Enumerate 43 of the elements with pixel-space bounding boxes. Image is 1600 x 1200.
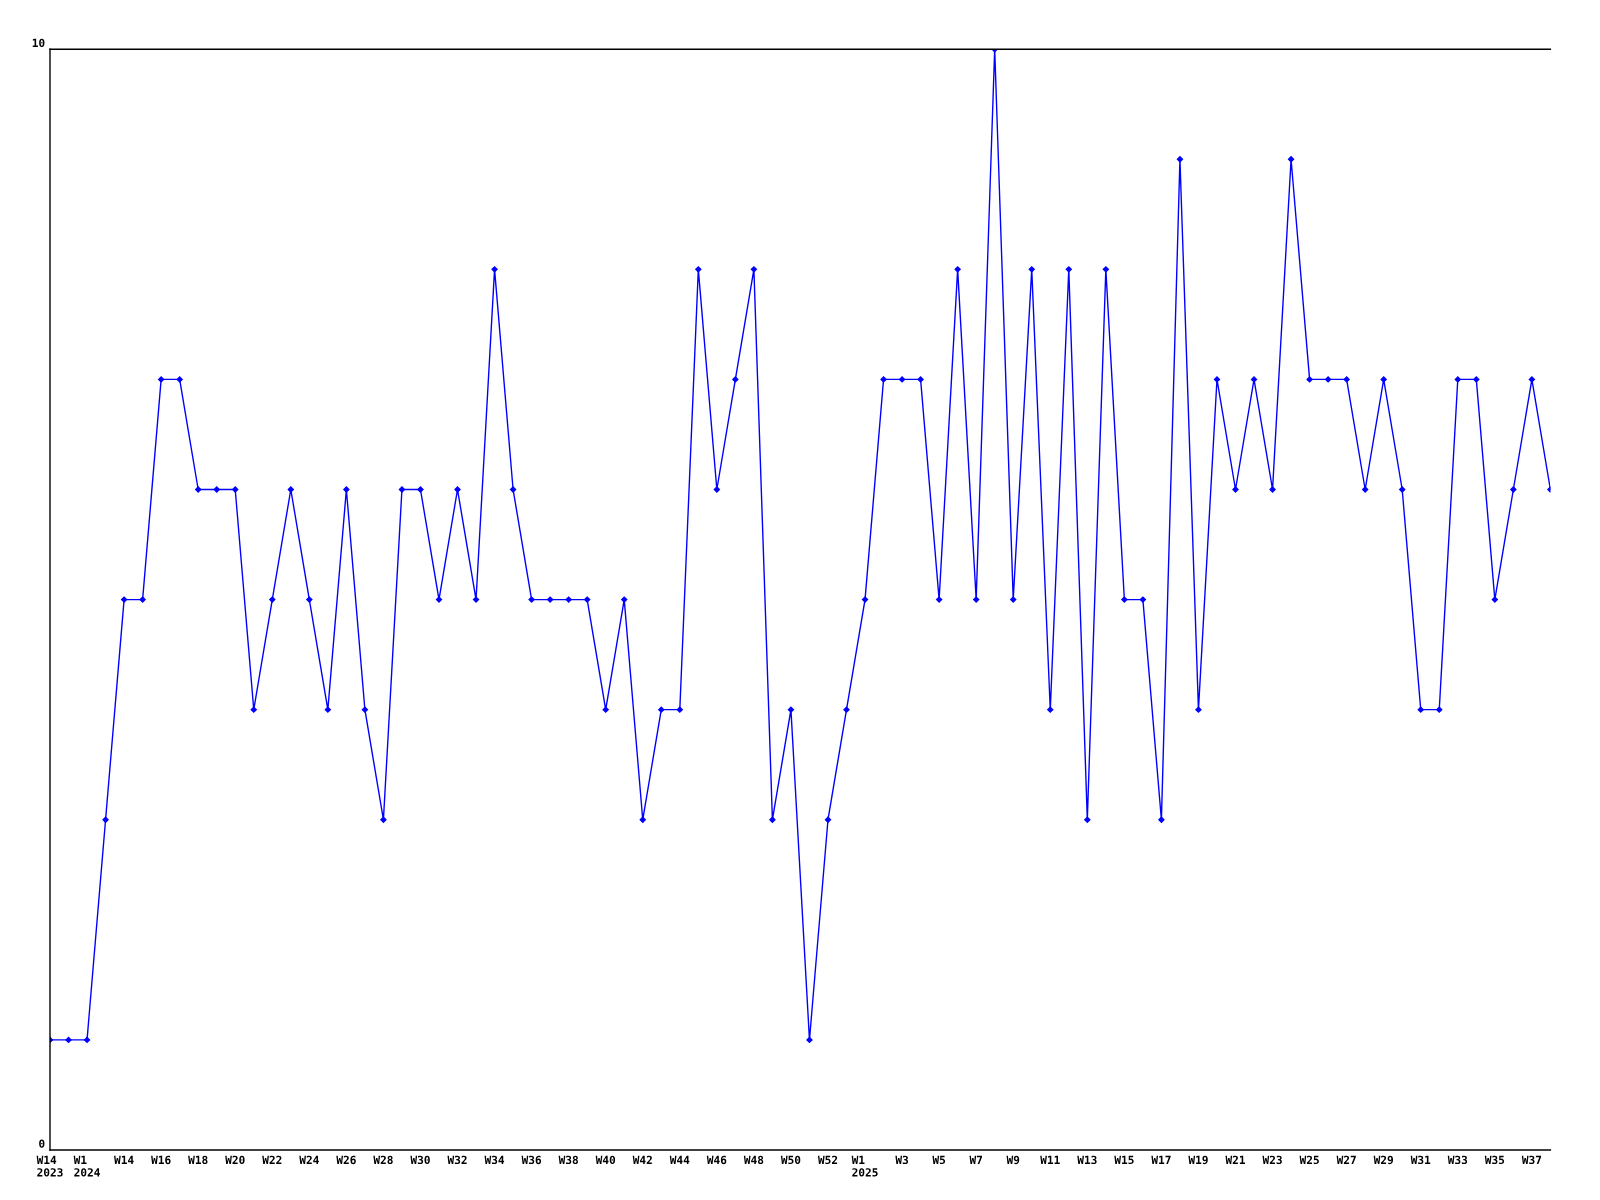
x-tick-label: W23	[1262, 1155, 1282, 1165]
x-tick-label: W3	[895, 1155, 909, 1165]
x-tick-label: W14 2023	[36, 1155, 63, 1177]
x-tick-label: W9	[1006, 1155, 1020, 1165]
x-tick-label: W14	[114, 1155, 134, 1164]
x-tick-label: W29	[1373, 1155, 1394, 1165]
x-tick-label: W37	[1521, 1155, 1542, 1165]
x-tick-label: W11	[1040, 1155, 1060, 1164]
x-tick-label: W48	[743, 1155, 764, 1165]
x-tick-label: W44	[669, 1155, 690, 1164]
x-tick-label: W20	[225, 1155, 245, 1165]
x-tick-label: W42	[632, 1155, 652, 1164]
x-tick-label: W35	[1484, 1155, 1505, 1165]
x-tick-label: W5	[932, 1155, 946, 1165]
y-tick-label: 0	[39, 1139, 45, 1148]
x-tick-label: W40	[595, 1155, 616, 1165]
x-tick-label: W50	[780, 1155, 801, 1165]
x-tick-label: W25	[1299, 1155, 1319, 1165]
x-tick-label: W24	[299, 1155, 319, 1164]
x-tick-label: W38	[558, 1155, 578, 1165]
x-tick-label: W7	[969, 1155, 983, 1164]
x-tick-label: W52	[817, 1155, 838, 1165]
x-tick-label: W28	[373, 1155, 393, 1165]
x-tick-label: W46	[706, 1155, 727, 1165]
x-tick-label: W1 2024	[73, 1155, 100, 1177]
x-tick-label: W16	[151, 1155, 171, 1165]
x-tick-label: W1 2025	[851, 1155, 878, 1177]
x-tick-label: W15	[1114, 1155, 1134, 1165]
x-tick-label: W36	[521, 1155, 542, 1165]
x-tick-label: W19	[1188, 1155, 1208, 1165]
x-tick-label: W27	[1336, 1155, 1356, 1164]
x-tick-label: W34	[484, 1155, 505, 1165]
x-tick-label: W32	[447, 1155, 467, 1165]
x-tick-label: W17	[1151, 1155, 1171, 1164]
x-tick-label: W22	[262, 1155, 282, 1164]
y-tick-label: 10	[32, 38, 45, 48]
x-tick-label: W33	[1447, 1155, 1468, 1165]
x-tick-label: W21	[1225, 1155, 1245, 1164]
x-tick-label: W18	[188, 1155, 208, 1165]
x-tick-label: W26	[336, 1155, 356, 1165]
x-tick-label: W13	[1077, 1155, 1097, 1165]
x-tick-label: W30	[410, 1155, 430, 1165]
x-tick-label: W31	[1410, 1155, 1431, 1165]
